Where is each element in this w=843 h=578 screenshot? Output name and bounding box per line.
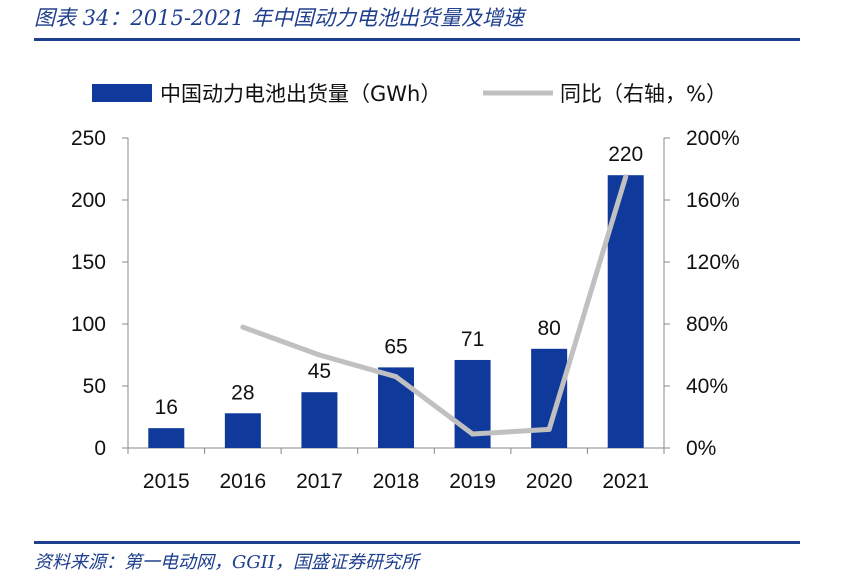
legend: 中国动力电池出货量（GWh） 同比（右轴，%）: [92, 82, 727, 106]
bars: [148, 175, 644, 448]
growth-line-point: [470, 431, 476, 437]
figure-title: 图表 34：2015-2021 年中国动力电池出货量及增速: [34, 6, 525, 30]
source-rule: [34, 541, 800, 544]
title-rule: [34, 38, 800, 41]
y-right-tick-label: 200%: [686, 127, 740, 150]
source-note: 资料来源：第一电动网，GGII，国盛证券研究所: [34, 552, 419, 573]
axes: 0 50 100 150 200 250 0% 40% 80% 120% 160% 200% 2015 2…: [71, 127, 740, 493]
legend-label-line: 同比（右轴，%）: [560, 82, 727, 106]
growth-line-point: [240, 324, 246, 330]
y-right-tick-label: 40%: [686, 375, 728, 398]
bar: [301, 392, 338, 448]
growth-line-point: [623, 174, 629, 180]
growth-line: [240, 174, 629, 437]
growth-line-path: [242, 176, 629, 437]
y-left-tick-label: 200: [71, 189, 106, 212]
bar: [531, 348, 568, 448]
y-right-tick-label: 120%: [686, 251, 740, 274]
growth-line-point: [546, 426, 552, 432]
y-right-tick-label: 160%: [686, 189, 740, 212]
legend-swatch-bar: [92, 84, 152, 102]
bar-value-label: 16: [155, 396, 178, 419]
bar-value-label: 71: [461, 328, 484, 351]
x-tick-label: 2015: [143, 470, 190, 493]
bar-value-label: 45: [308, 360, 331, 383]
growth-line-point: [316, 352, 322, 358]
bar-value-label: 65: [384, 335, 407, 358]
y-left-tick-label: 150: [71, 251, 106, 274]
x-tick-label: 2018: [373, 470, 420, 493]
bar: [378, 367, 414, 448]
legend-label-bar: 中国动力电池出货量（GWh）: [160, 82, 441, 106]
x-tick-label: 2020: [526, 470, 573, 493]
bar: [224, 413, 261, 448]
y-right-tick-label: 80%: [686, 313, 728, 336]
bar-value-label: 80: [537, 317, 560, 340]
y-left-tick-label: 250: [71, 127, 106, 150]
y-right-tick-label: 0%: [686, 437, 716, 460]
x-tick-label: 2016: [219, 470, 266, 493]
bar: [148, 428, 185, 448]
data-labels: 16 28 45 65 71 80 220: [155, 143, 644, 419]
x-tick-label: 2019: [449, 470, 496, 493]
bar-value-label: 28: [231, 381, 254, 404]
x-tick-label: 2017: [296, 470, 343, 493]
y-left-tick-label: 0: [94, 437, 106, 460]
x-tick-label: 2021: [602, 470, 649, 493]
growth-line-point: [393, 374, 399, 380]
y-left-tick-label: 50: [83, 375, 106, 398]
y-left-tick-label: 100: [71, 313, 106, 336]
bar-value-label: 220: [608, 143, 643, 166]
